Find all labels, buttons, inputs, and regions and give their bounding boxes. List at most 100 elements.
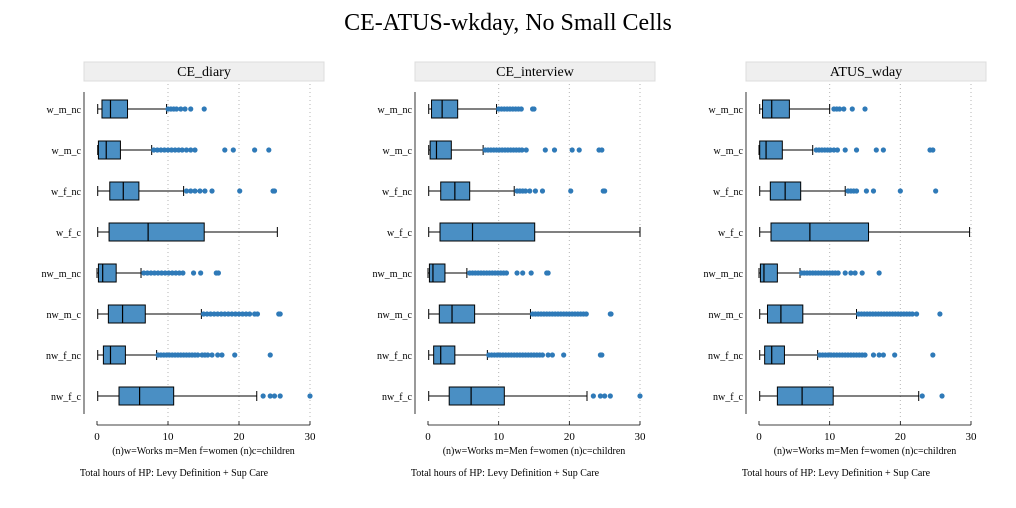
- box-iqr: [770, 222, 870, 242]
- outlier-point: [897, 188, 903, 194]
- chart-title: CE-ATUS-wkday, No Small Cells: [344, 10, 672, 36]
- outlier-point: [188, 188, 194, 194]
- box-iqr: [97, 263, 117, 283]
- category-label: w_f_c: [718, 228, 744, 239]
- box-iqr: [766, 304, 804, 324]
- outlier-point: [608, 311, 614, 317]
- category-label: nw_f_nc: [46, 351, 82, 362]
- outlier-point: [178, 106, 184, 112]
- outlier-point: [192, 188, 198, 194]
- outlier-point: [873, 147, 879, 153]
- outlier-point: [267, 352, 273, 358]
- outlier-point: [271, 188, 278, 194]
- outlier-point: [209, 188, 215, 194]
- outlier-point: [545, 270, 551, 276]
- outlier-point: [607, 393, 613, 399]
- outlier-point: [518, 106, 524, 112]
- category-label: nw_m_nc: [373, 269, 413, 280]
- category-label: w_m_nc: [709, 105, 744, 116]
- outlier-point: [834, 147, 841, 153]
- x-tick-label: 10: [824, 431, 836, 443]
- outlier-point: [247, 311, 253, 317]
- outlier-point: [862, 106, 868, 112]
- outlier-point: [862, 352, 868, 358]
- outlier-point: [583, 311, 589, 317]
- x-tick-label: 30: [305, 431, 317, 443]
- outlier-point: [230, 147, 236, 153]
- outlier-point: [173, 106, 180, 112]
- category-label: w_m_c: [383, 146, 413, 157]
- category-label: nw_f_nc: [708, 351, 744, 362]
- panel-title: ATUS_wday: [830, 65, 902, 80]
- outlier-point: [853, 188, 860, 194]
- category-label: w_f_c: [56, 228, 82, 239]
- box-iqr: [439, 222, 536, 242]
- x-tick-label: 10: [163, 431, 175, 443]
- x-tick-label: 0: [425, 431, 431, 443]
- outlier-point: [520, 270, 526, 276]
- box-iqr: [102, 345, 126, 365]
- outlier-point: [937, 311, 943, 317]
- outlier-point: [183, 147, 190, 153]
- box-iqr: [107, 304, 146, 324]
- outlier-point: [252, 147, 258, 153]
- outlier-point: [198, 270, 204, 276]
- outlier-point: [539, 188, 546, 194]
- outlier-point: [215, 270, 222, 276]
- outlier-point: [913, 311, 920, 317]
- panel-2: CE_interview w_m_nc w_m_c w_f_nc w_f_c nw_m_n…: [373, 61, 656, 479]
- outlier-point: [590, 393, 596, 399]
- category-label: w_f_nc: [713, 187, 744, 198]
- outlier-point: [933, 188, 939, 194]
- outlier-point: [569, 147, 575, 153]
- outlier-point: [545, 352, 551, 358]
- x-tick-label: 30: [635, 431, 647, 443]
- outlier-point: [222, 147, 228, 153]
- outlier-point: [939, 393, 945, 399]
- outlier-point: [551, 147, 558, 153]
- outlier-point: [532, 188, 539, 194]
- x-tick-label: 0: [756, 431, 762, 443]
- outlier-point: [836, 106, 843, 112]
- category-label: nw_f_c: [51, 392, 82, 403]
- outlier-point: [853, 147, 860, 153]
- outlier-point: [637, 393, 643, 399]
- x-axis-note: (n)w=Works m=Men f=women (n)c=children: [774, 446, 957, 457]
- box-iqr: [776, 386, 834, 406]
- category-label: nw_m_nc: [704, 269, 744, 280]
- outlier-point: [179, 147, 185, 153]
- outlier-point: [266, 147, 272, 153]
- x-tick-label: 20: [895, 431, 907, 443]
- panel-1: CE_diary w_m_nc w_m_c w_f_nc w_f_c nw_m_nc nw_…: [42, 61, 325, 479]
- category-label: w_m_c: [52, 146, 82, 157]
- outlier-point: [188, 106, 194, 112]
- box-iqr: [118, 386, 175, 406]
- box-iqr: [431, 99, 459, 119]
- category-label: w_f_nc: [51, 187, 82, 198]
- box-iqr: [429, 140, 452, 160]
- outlier-point: [602, 188, 608, 194]
- box-iqr: [438, 304, 476, 324]
- outlier-point: [848, 270, 854, 276]
- panel-header: [414, 61, 656, 82]
- outlier-point: [576, 147, 582, 153]
- box-iqr: [101, 99, 129, 119]
- x-axis-note: (n)w=Works m=Men f=women (n)c=children: [112, 446, 295, 457]
- outlier-point: [597, 393, 604, 399]
- category-label: w_f_c: [387, 228, 413, 239]
- outlier-point: [841, 106, 847, 112]
- outlier-point: [842, 270, 848, 276]
- x-tick-label: 20: [564, 431, 576, 443]
- panel-header: [83, 61, 325, 82]
- outlier-point: [568, 188, 574, 194]
- outlier-point: [514, 270, 520, 276]
- x-tick-label: 10: [493, 431, 505, 443]
- outlier-point: [880, 147, 886, 153]
- outlier-point: [880, 352, 886, 358]
- category-label: nw_f_nc: [377, 351, 413, 362]
- panel-header: [745, 61, 987, 82]
- outlier-point: [542, 147, 548, 153]
- outlier-point: [260, 393, 266, 399]
- x-axis-label: Total hours of HP: Levy Definition + Sup…: [742, 468, 931, 479]
- outlier-point: [527, 188, 533, 194]
